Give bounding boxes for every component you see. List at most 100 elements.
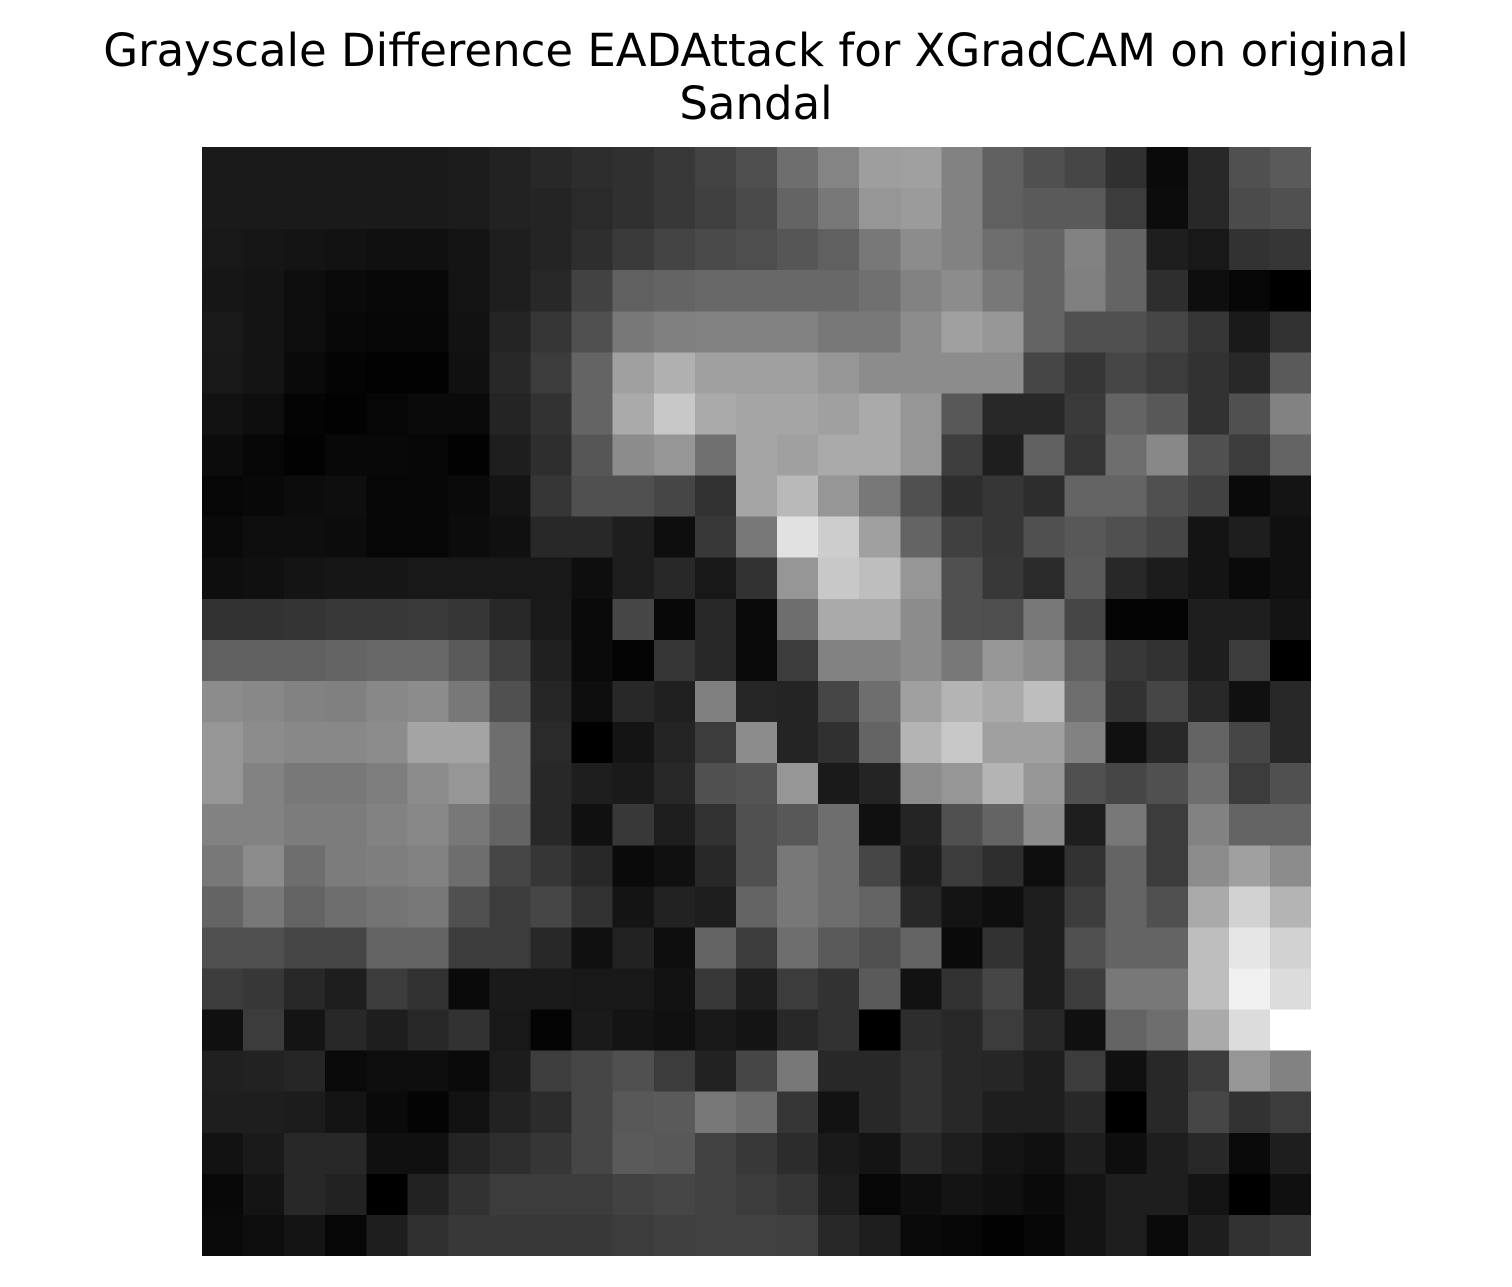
heatmap-cell	[1023, 352, 1066, 395]
heatmap-cell	[1064, 968, 1107, 1011]
heatmap-cell	[653, 557, 696, 600]
heatmap-cell	[1269, 1050, 1311, 1093]
heatmap-cell	[407, 968, 450, 1011]
heatmap-cell	[1187, 229, 1230, 271]
heatmap-cell	[243, 1009, 285, 1052]
heatmap-cell	[366, 1214, 408, 1256]
heatmap-cell	[366, 352, 408, 395]
heatmap-cell	[694, 311, 737, 353]
heatmap-cell	[818, 1214, 860, 1256]
heatmap-cell	[694, 229, 737, 271]
heatmap-cell	[735, 229, 778, 271]
heatmap-cell	[1228, 639, 1271, 682]
heatmap-cell	[1023, 639, 1066, 682]
heatmap-cell	[284, 927, 326, 970]
heatmap-cell	[818, 968, 860, 1011]
heatmap-cell	[243, 968, 285, 1011]
heatmap-cell	[859, 968, 901, 1011]
heatmap-cell	[407, 475, 450, 518]
heatmap-cell	[530, 722, 573, 764]
heatmap-cell	[1023, 1214, 1066, 1256]
heatmap-cell	[612, 763, 655, 805]
heatmap-cell	[1105, 516, 1148, 559]
heatmap-cell	[1146, 763, 1189, 805]
heatmap-cell	[859, 229, 901, 271]
heatmap-cell	[1105, 270, 1148, 312]
heatmap-cell	[448, 1009, 491, 1052]
heatmap-cell	[1023, 1050, 1066, 1093]
heatmap-cell	[284, 434, 326, 477]
heatmap-cell	[1269, 927, 1311, 970]
heatmap-cell	[900, 968, 942, 1011]
heatmap-cell	[1064, 763, 1107, 805]
heatmap-cell	[1269, 886, 1311, 929]
heatmap-cell	[1064, 1050, 1107, 1093]
heatmap-cell	[407, 434, 450, 477]
heatmap-cell	[1269, 1009, 1311, 1052]
heatmap-cell	[612, 1050, 655, 1093]
heatmap-cell	[1187, 763, 1230, 805]
heatmap-cell	[571, 229, 614, 271]
heatmap-cell	[694, 188, 737, 230]
heatmap-cell	[325, 1173, 367, 1216]
heatmap-cell	[818, 516, 860, 559]
heatmap-cell	[653, 763, 696, 805]
heatmap-cell	[777, 845, 819, 887]
heatmap-cell	[243, 147, 285, 189]
heatmap-cell	[735, 1173, 778, 1216]
heatmap-cell	[653, 804, 696, 846]
heatmap-cell	[448, 1214, 491, 1256]
heatmap-cell	[1023, 475, 1066, 518]
heatmap-cell	[941, 1173, 984, 1216]
heatmap-cell	[1023, 434, 1066, 477]
heatmap-cell	[982, 598, 1025, 641]
heatmap-cell	[735, 763, 778, 805]
heatmap-cell	[530, 845, 573, 887]
heatmap-cell	[735, 352, 778, 395]
heatmap-cell	[448, 927, 491, 970]
heatmap-cell	[571, 393, 614, 436]
heatmap-cell	[284, 1009, 326, 1052]
heatmap-cell	[859, 639, 901, 682]
heatmap-cell	[735, 311, 778, 353]
heatmap-cell	[489, 1091, 532, 1134]
heatmap-cell	[202, 1009, 244, 1052]
heatmap-cell	[1105, 1050, 1148, 1093]
heatmap-cell	[530, 1214, 573, 1256]
heatmap-cell	[900, 1091, 942, 1134]
heatmap-cell	[777, 1050, 819, 1093]
heatmap-cell	[1228, 886, 1271, 929]
heatmap-cell	[1146, 475, 1189, 518]
heatmap-cell	[284, 680, 326, 723]
heatmap-cell	[407, 722, 450, 764]
chart-title-line-2: Sandal	[679, 77, 833, 130]
heatmap-cell	[1228, 968, 1271, 1011]
heatmap-cell	[1228, 475, 1271, 518]
heatmap-cell	[653, 598, 696, 641]
heatmap-cell	[982, 763, 1025, 805]
heatmap-cell	[900, 352, 942, 395]
heatmap-cell	[284, 557, 326, 600]
heatmap-cell	[735, 1050, 778, 1093]
heatmap-cell	[777, 188, 819, 230]
heatmap-cell	[530, 188, 573, 230]
heatmap-cell	[571, 1173, 614, 1216]
heatmap-cell	[489, 968, 532, 1011]
heatmap-cell	[202, 270, 244, 312]
heatmap-cell	[489, 557, 532, 600]
heatmap-cell	[1146, 393, 1189, 436]
heatmap-cell	[941, 1050, 984, 1093]
heatmap-cell	[325, 1091, 367, 1134]
heatmap-cell	[448, 311, 491, 353]
heatmap-cell	[941, 722, 984, 764]
heatmap-cell	[530, 680, 573, 723]
heatmap-cell	[982, 1132, 1025, 1175]
heatmap-cell	[900, 680, 942, 723]
heatmap-cell	[1187, 352, 1230, 395]
heatmap-cell	[1228, 1050, 1271, 1093]
heatmap-cell	[1023, 1009, 1066, 1052]
heatmap-cell	[1023, 763, 1066, 805]
heatmap-cell	[941, 147, 984, 189]
heatmap-cell	[818, 188, 860, 230]
heatmap-cell	[243, 1214, 285, 1256]
